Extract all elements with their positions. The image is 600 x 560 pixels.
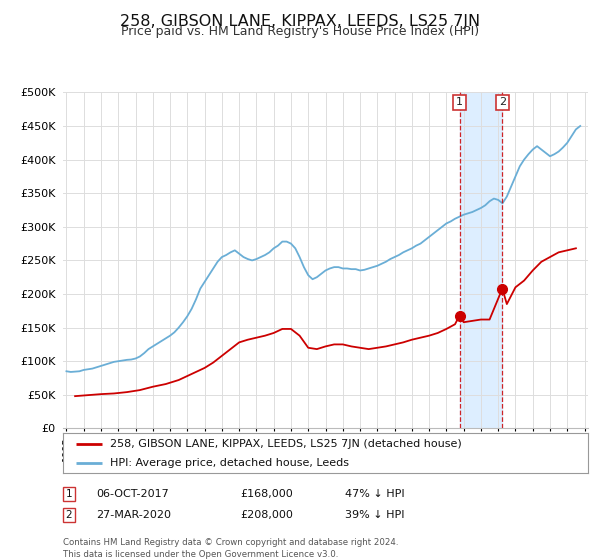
Text: Price paid vs. HM Land Registry's House Price Index (HPI): Price paid vs. HM Land Registry's House … <box>121 25 479 38</box>
Text: 47% ↓ HPI: 47% ↓ HPI <box>345 489 404 499</box>
Text: HPI: Average price, detached house, Leeds: HPI: Average price, detached house, Leed… <box>110 458 349 468</box>
Text: 258, GIBSON LANE, KIPPAX, LEEDS, LS25 7JN: 258, GIBSON LANE, KIPPAX, LEEDS, LS25 7J… <box>120 14 480 29</box>
Text: 1: 1 <box>456 97 463 108</box>
Text: £208,000: £208,000 <box>240 510 293 520</box>
Text: 2: 2 <box>499 97 506 108</box>
Text: 258, GIBSON LANE, KIPPAX, LEEDS, LS25 7JN (detached house): 258, GIBSON LANE, KIPPAX, LEEDS, LS25 7J… <box>110 439 462 449</box>
Text: 27-MAR-2020: 27-MAR-2020 <box>96 510 171 520</box>
Bar <box>460 92 502 428</box>
Text: Contains HM Land Registry data © Crown copyright and database right 2024.
This d: Contains HM Land Registry data © Crown c… <box>63 538 398 559</box>
Text: 39% ↓ HPI: 39% ↓ HPI <box>345 510 404 520</box>
Text: £168,000: £168,000 <box>240 489 293 499</box>
Text: 06-OCT-2017: 06-OCT-2017 <box>96 489 169 499</box>
Text: 1: 1 <box>65 489 73 499</box>
Text: 2: 2 <box>65 510 73 520</box>
